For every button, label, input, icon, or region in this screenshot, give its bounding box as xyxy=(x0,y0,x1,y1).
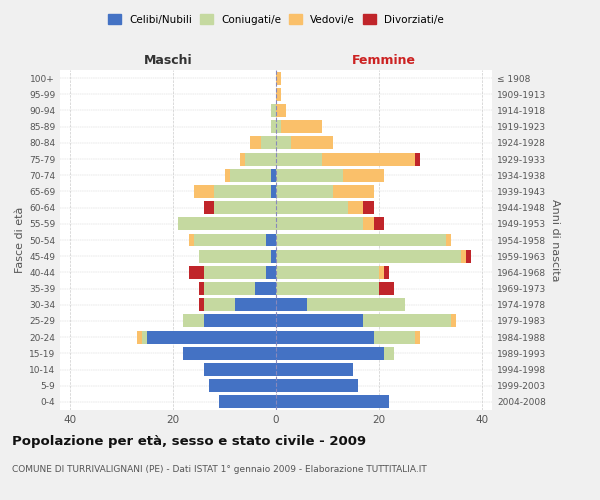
Bar xyxy=(245,152,276,166)
Bar xyxy=(184,314,204,328)
Bar xyxy=(188,234,194,246)
Bar xyxy=(276,104,286,117)
Bar xyxy=(250,136,260,149)
Bar xyxy=(204,363,276,376)
Bar xyxy=(148,330,276,344)
Bar xyxy=(446,234,451,246)
Bar xyxy=(415,330,420,344)
Bar xyxy=(235,298,276,311)
Y-axis label: Anni di nascita: Anni di nascita xyxy=(550,198,560,281)
Bar xyxy=(256,282,276,295)
Bar xyxy=(276,379,358,392)
Bar xyxy=(276,363,353,376)
Bar xyxy=(184,347,276,360)
Bar xyxy=(451,314,456,328)
Bar xyxy=(199,282,204,295)
Bar xyxy=(364,201,374,214)
Bar xyxy=(276,120,281,133)
Bar xyxy=(276,169,343,181)
Bar xyxy=(276,266,379,279)
Bar xyxy=(199,298,204,311)
Bar xyxy=(266,266,276,279)
Bar xyxy=(137,330,142,344)
Bar xyxy=(364,314,451,328)
Bar xyxy=(276,314,364,328)
Bar xyxy=(266,234,276,246)
Bar xyxy=(276,88,281,101)
Bar xyxy=(194,234,266,246)
Bar xyxy=(276,201,348,214)
Text: Femmine: Femmine xyxy=(352,54,416,67)
Bar xyxy=(188,266,204,279)
Bar xyxy=(276,185,332,198)
Bar xyxy=(271,250,276,262)
Bar xyxy=(281,120,322,133)
Bar xyxy=(348,201,364,214)
Bar xyxy=(204,266,266,279)
Bar xyxy=(271,169,276,181)
Bar xyxy=(374,218,384,230)
Bar xyxy=(220,396,276,408)
Bar xyxy=(461,250,466,262)
Bar xyxy=(271,104,276,117)
Bar xyxy=(292,136,332,149)
Bar xyxy=(214,185,271,198)
Bar xyxy=(276,152,322,166)
Bar xyxy=(199,250,271,262)
Text: Maschi: Maschi xyxy=(143,54,193,67)
Bar xyxy=(379,282,394,295)
Bar xyxy=(322,152,415,166)
Bar xyxy=(276,234,446,246)
Bar xyxy=(271,120,276,133)
Bar xyxy=(194,185,214,198)
Bar xyxy=(271,185,276,198)
Bar xyxy=(214,201,276,214)
Bar xyxy=(466,250,472,262)
Bar xyxy=(384,347,394,360)
Legend: Celibi/Nubili, Coniugati/e, Vedovi/e, Divorziati/e: Celibi/Nubili, Coniugati/e, Vedovi/e, Di… xyxy=(104,10,448,29)
Bar xyxy=(240,152,245,166)
Text: Popolazione per età, sesso e stato civile - 2009: Popolazione per età, sesso e stato civil… xyxy=(12,435,366,448)
Bar xyxy=(276,218,364,230)
Bar xyxy=(224,169,230,181)
Bar xyxy=(374,330,415,344)
Bar xyxy=(178,218,276,230)
Bar xyxy=(343,169,384,181)
Bar xyxy=(415,152,420,166)
Bar xyxy=(142,330,148,344)
Bar xyxy=(230,169,271,181)
Bar xyxy=(209,379,276,392)
Bar xyxy=(364,218,374,230)
Bar xyxy=(276,72,281,85)
Y-axis label: Fasce di età: Fasce di età xyxy=(15,207,25,273)
Bar xyxy=(204,314,276,328)
Bar xyxy=(307,298,404,311)
Bar xyxy=(276,282,379,295)
Text: COMUNE DI TURRIVALIGNANI (PE) - Dati ISTAT 1° gennaio 2009 - Elaborazione TUTTIT: COMUNE DI TURRIVALIGNANI (PE) - Dati IST… xyxy=(12,465,427,474)
Bar xyxy=(276,330,374,344)
Bar xyxy=(276,347,384,360)
Bar xyxy=(332,185,374,198)
Bar xyxy=(276,250,461,262)
Bar xyxy=(384,266,389,279)
Bar xyxy=(204,201,214,214)
Bar xyxy=(379,266,384,279)
Bar xyxy=(276,136,292,149)
Bar xyxy=(276,396,389,408)
Bar xyxy=(260,136,276,149)
Bar xyxy=(204,298,235,311)
Bar xyxy=(276,298,307,311)
Bar xyxy=(204,282,256,295)
